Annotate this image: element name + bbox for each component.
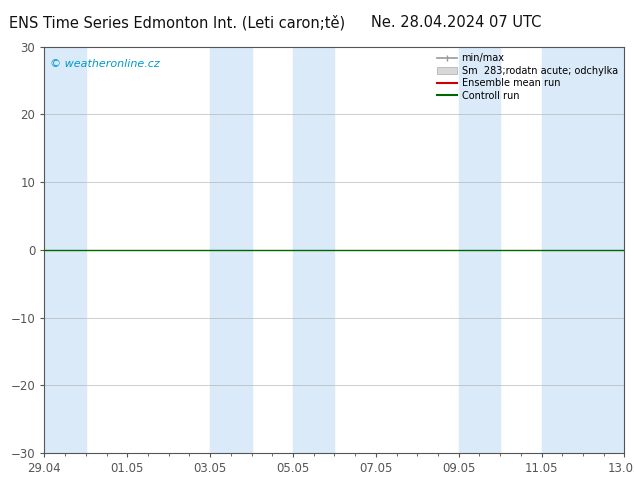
Text: © weatheronline.cz: © weatheronline.cz [50, 59, 160, 69]
Bar [210, 47, 252, 453]
Bar [459, 47, 500, 453]
Bar [293, 47, 335, 453]
Text: ENS Time Series Edmonton Int. (Leti caron;tě): ENS Time Series Edmonton Int. (Leti caro… [10, 15, 346, 30]
Legend: min/max, Sm  283;rodatn acute; odchylka, Ensemble mean run, Controll run: min/max, Sm 283;rodatn acute; odchylka, … [436, 51, 619, 102]
Bar [541, 47, 624, 453]
Text: Ne. 28.04.2024 07 UTC: Ne. 28.04.2024 07 UTC [372, 15, 541, 30]
Bar [44, 47, 86, 453]
